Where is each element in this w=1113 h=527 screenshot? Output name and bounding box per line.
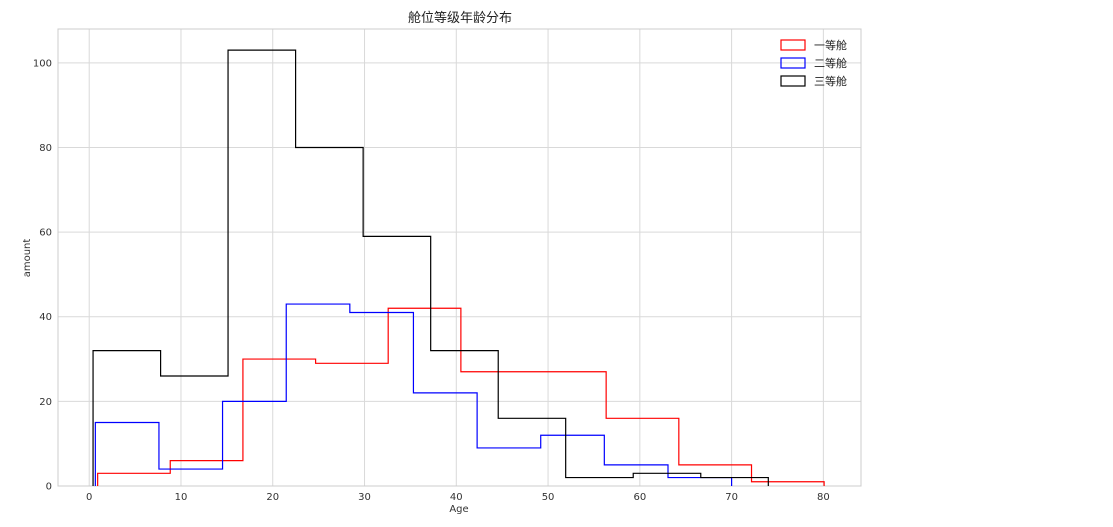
x-tick-label: 80 [817,492,830,503]
legend-label-1: 一等舱 [814,38,847,52]
x-tick-label: 10 [175,492,188,503]
x-tick-label: 20 [266,492,279,503]
grid [58,29,861,487]
legend-swatch-2 [780,57,806,69]
y-tick-label: 100 [33,58,52,69]
axis-ticks: 0 10 20 30 40 50 60 70 80 0 20 40 60 80 100 [33,58,830,503]
y-axis-label: amount [22,239,33,278]
y-tick-label: 80 [39,143,52,154]
y-tick-label: 20 [39,397,52,408]
histogram-series-1 [97,307,825,486]
legend-swatch-3 [780,75,806,87]
x-tick-label: 40 [450,492,463,503]
histogram-series-2 [94,303,733,486]
x-tick-label: 60 [633,492,646,503]
histogram-series [92,49,825,486]
x-tick-label: 30 [358,492,371,503]
plot-area-frame [57,28,862,487]
y-tick-label: 0 [46,482,52,493]
legend-label-2: 二等舱 [814,56,847,70]
x-tick-label: 70 [725,492,738,503]
x-tick-label: 0 [86,492,92,503]
legend-label-3: 三等舱 [814,74,847,88]
histogram-series-3 [92,49,769,486]
y-tick-label: 40 [39,312,52,323]
x-tick-label: 50 [542,492,555,503]
x-axis-label: Age [449,504,468,515]
y-tick-label: 60 [39,228,52,239]
chart-title: 舱位等级年龄分布 [408,10,512,26]
legend-swatch-1 [780,39,806,51]
